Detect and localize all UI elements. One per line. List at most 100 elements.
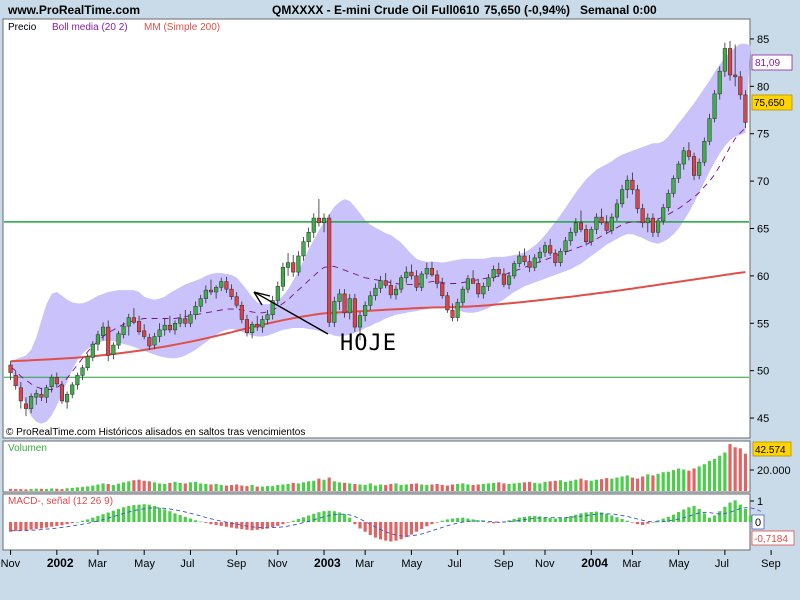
macd-bar bbox=[440, 520, 444, 522]
volume-bar bbox=[738, 448, 742, 491]
month-label: Jul bbox=[180, 558, 194, 570]
volume-bar bbox=[250, 485, 254, 491]
volume-bar bbox=[373, 485, 378, 491]
volume-bar bbox=[219, 485, 223, 491]
price-axis[interactable]: 85 80 75 70 65 60 55 50 45 bbox=[750, 34, 769, 425]
candle-body bbox=[424, 268, 429, 275]
macd-bar bbox=[517, 517, 521, 522]
candle-body bbox=[671, 178, 676, 194]
macd-bar bbox=[363, 522, 367, 532]
volume-bar bbox=[178, 482, 182, 491]
candle bbox=[548, 238, 553, 256]
candle bbox=[578, 210, 584, 233]
candle bbox=[291, 255, 296, 277]
macd-bar bbox=[281, 522, 285, 525]
macd-bar bbox=[327, 510, 331, 522]
macd-bar bbox=[158, 507, 162, 522]
macd-bar bbox=[301, 517, 306, 522]
month-label: May bbox=[669, 558, 690, 570]
candle bbox=[733, 44, 738, 87]
volume-bar bbox=[589, 480, 593, 491]
volume-bar bbox=[204, 483, 208, 491]
macd-bar bbox=[348, 517, 352, 522]
candle bbox=[717, 66, 722, 100]
candle-body bbox=[697, 161, 702, 176]
candle bbox=[501, 268, 506, 288]
time-axis[interactable]: Nov 2002 Mar May Jul Sep Nov 2003 Mar May Jul Sep No… bbox=[1, 550, 781, 570]
candle bbox=[352, 293, 357, 332]
macd-bar bbox=[456, 518, 460, 522]
volume-bar bbox=[661, 472, 665, 491]
candle bbox=[435, 270, 440, 289]
volume-bar bbox=[569, 480, 573, 491]
candle-body bbox=[75, 375, 80, 386]
macd-bar bbox=[635, 522, 640, 525]
candle-body bbox=[450, 309, 455, 318]
volume-bar bbox=[8, 488, 13, 491]
candle bbox=[208, 279, 214, 295]
candle-body bbox=[101, 326, 106, 336]
candle-body bbox=[620, 189, 625, 205]
candle bbox=[116, 330, 121, 349]
candle-body bbox=[491, 269, 496, 279]
candle-body bbox=[70, 384, 75, 395]
candle-body bbox=[445, 295, 450, 311]
volume-bar bbox=[584, 480, 588, 491]
price-tick-label: 60 bbox=[757, 271, 769, 283]
site-name[interactable]: www.ProRealTime.com bbox=[7, 3, 140, 17]
candle-body bbox=[383, 280, 388, 286]
candle bbox=[563, 237, 568, 256]
candle bbox=[553, 249, 558, 267]
bollinger-band bbox=[10, 43, 751, 424]
candle-body bbox=[614, 203, 620, 218]
volume-bar bbox=[713, 458, 717, 491]
volume-bar bbox=[240, 485, 244, 491]
macd-bar bbox=[55, 522, 59, 526]
candle bbox=[496, 262, 501, 277]
candle bbox=[250, 321, 255, 339]
candle bbox=[106, 320, 111, 362]
macd-bar bbox=[199, 521, 203, 523]
candle bbox=[95, 330, 100, 351]
candle-body bbox=[476, 283, 481, 295]
candle bbox=[265, 310, 270, 325]
volume-bar bbox=[312, 480, 316, 491]
macd-bar bbox=[697, 509, 701, 522]
candle bbox=[54, 372, 59, 388]
volume-bar bbox=[599, 479, 604, 491]
candle bbox=[471, 270, 476, 284]
candle-body bbox=[429, 268, 435, 276]
candle-body bbox=[13, 375, 18, 387]
price-tick-label: 65 bbox=[757, 224, 769, 236]
candle-body bbox=[584, 229, 589, 243]
candle bbox=[414, 270, 419, 292]
volume-bar bbox=[682, 469, 686, 491]
volume-bar bbox=[461, 483, 465, 491]
macd-bar bbox=[461, 517, 465, 522]
macd-bar bbox=[24, 522, 28, 531]
candle bbox=[203, 285, 208, 304]
volume-bar bbox=[24, 489, 28, 491]
macd-bar bbox=[625, 520, 629, 522]
volume-bar bbox=[111, 485, 115, 491]
candle bbox=[671, 175, 676, 198]
candle bbox=[532, 254, 537, 272]
candle bbox=[178, 313, 183, 328]
macd-bar bbox=[394, 522, 398, 541]
candle bbox=[183, 310, 188, 328]
candle-body bbox=[188, 314, 193, 324]
legend-sma: MM (Simple 200) bbox=[144, 22, 220, 33]
macd-bar bbox=[343, 514, 347, 522]
candle-body bbox=[640, 208, 645, 224]
volume-bar bbox=[291, 482, 295, 491]
candle bbox=[465, 274, 470, 293]
candle-body bbox=[342, 293, 347, 314]
volume-bar bbox=[651, 475, 655, 491]
macd-bar bbox=[44, 522, 49, 528]
volume-bar bbox=[641, 476, 645, 491]
macd-bar bbox=[414, 522, 419, 532]
month-label: Mar bbox=[355, 558, 374, 570]
volume-bar bbox=[471, 485, 475, 491]
macd-bar bbox=[291, 520, 295, 522]
candle-body bbox=[29, 395, 34, 409]
